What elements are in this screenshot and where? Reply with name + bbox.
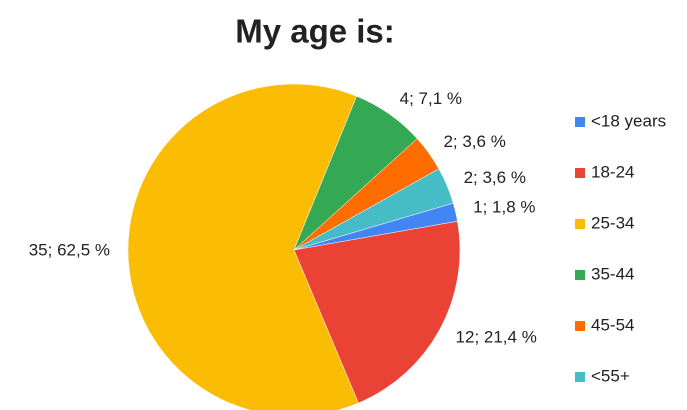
legend-swatch [575, 219, 585, 229]
legend-label: 25-34 [591, 213, 634, 232]
data-label: 2; 3,6 % [464, 168, 526, 187]
data-label: 35; 62,5 % [29, 241, 110, 260]
legend-label: <18 years [591, 111, 666, 130]
data-label: 1; 1,8 % [473, 198, 535, 217]
pie-slice [127, 83, 359, 410]
chart-title: My age is: [235, 13, 395, 50]
pie-slice [293, 220, 461, 404]
legend-swatch [575, 372, 585, 382]
legend-label: 18-24 [591, 162, 634, 181]
legend-swatch [575, 270, 585, 280]
data-label: 12; 21,4 % [456, 328, 537, 347]
legend-swatch [575, 168, 585, 178]
legend-label: <55+ [591, 366, 630, 385]
data-label: 2; 3,6 % [443, 132, 505, 151]
legend-label: 45-54 [591, 315, 634, 334]
legend-label: 35-44 [591, 264, 634, 283]
legend-swatch [575, 321, 585, 331]
pie-slice [293, 168, 454, 251]
data-label: 4; 7,1 % [400, 89, 462, 108]
legend-swatch [575, 117, 585, 127]
